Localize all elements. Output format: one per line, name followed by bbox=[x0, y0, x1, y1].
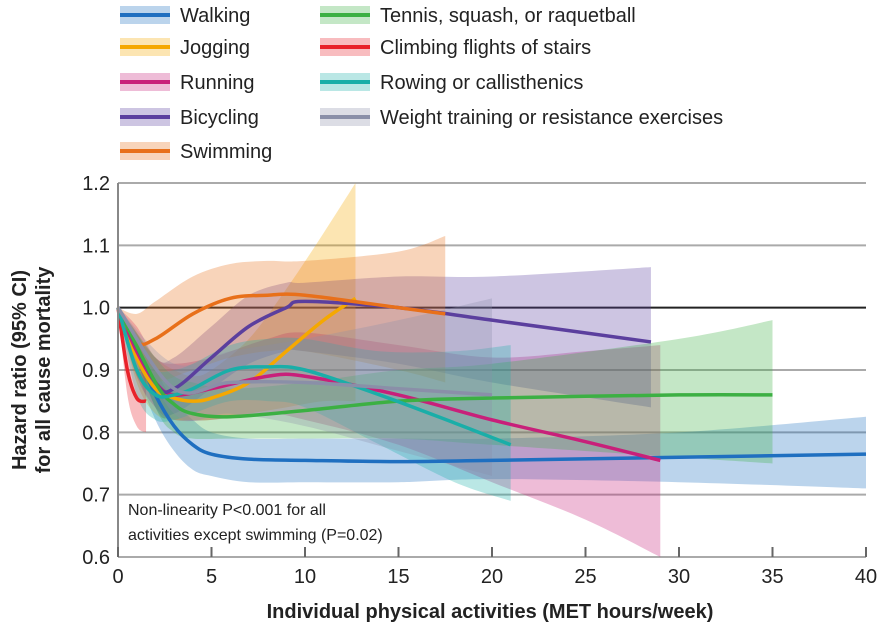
x-tick-label: 10 bbox=[294, 566, 316, 588]
legend-label: Rowing or callisthenics bbox=[380, 72, 583, 94]
series-line bbox=[116, 307, 147, 404]
legend-label: Running bbox=[180, 72, 255, 94]
y-axis-title-line-2: for all cause mortality bbox=[33, 266, 55, 474]
series-line bbox=[116, 296, 357, 403]
y-tick-label: 0.7 bbox=[82, 485, 110, 507]
series-lines bbox=[116, 292, 867, 464]
gridlines bbox=[118, 182, 866, 558]
annotation-line-2: activities except swimming (P=0.02) bbox=[128, 527, 383, 544]
legend-label: Climbing flights of stairs bbox=[380, 37, 591, 59]
x-tick-label: 40 bbox=[855, 566, 877, 588]
x-tick-label: 15 bbox=[387, 566, 409, 588]
series-line bbox=[116, 307, 512, 447]
series-line bbox=[116, 306, 773, 419]
legend-label: Weight training or resistance exercises bbox=[380, 107, 723, 129]
x-tick-label: 20 bbox=[481, 566, 503, 588]
series-line bbox=[116, 306, 493, 397]
legend-label: Swimming bbox=[180, 141, 272, 163]
series-line bbox=[116, 299, 652, 394]
ci-band bbox=[118, 307, 773, 464]
y-axis-title-line-1: Hazard ratio (95% CI) bbox=[9, 270, 31, 470]
ci-band bbox=[118, 307, 866, 489]
x-tick-label: 30 bbox=[668, 566, 690, 588]
legend-label: Walking bbox=[180, 5, 250, 27]
x-tick-label: 35 bbox=[761, 566, 783, 588]
annotation-line-1: Non-linearity P<0.001 for all bbox=[128, 502, 326, 519]
x-tick-label: 0 bbox=[112, 566, 123, 588]
x-tick-label: 5 bbox=[206, 566, 217, 588]
legend-label: Bicycling bbox=[180, 107, 259, 129]
y-tick-label: 1.0 bbox=[82, 298, 110, 320]
y-tick-label: 1.1 bbox=[82, 235, 110, 257]
y-tick-label: 0.8 bbox=[82, 422, 110, 444]
ci-band bbox=[118, 267, 651, 419]
x-tick-label: 25 bbox=[574, 566, 596, 588]
ci-band bbox=[118, 307, 511, 501]
legend-label: Tennis, squash, or raquetball bbox=[380, 5, 636, 27]
axes: 0.6 0.7 0.8 0.9 1.0 1.1 1.2 0 5 10 15 20 25 30 35 40 bbox=[82, 173, 877, 588]
ci-band bbox=[118, 307, 661, 557]
legend: Walking Jogging Running Bicycling Swimming Te… bbox=[120, 5, 723, 163]
y-tick-label: 1.2 bbox=[82, 173, 110, 195]
x-axis-title: Individual physical activities (MET hour… bbox=[267, 601, 714, 623]
series-line bbox=[116, 292, 446, 347]
y-tick-label: 0.9 bbox=[82, 360, 110, 382]
confidence-bands bbox=[118, 183, 866, 557]
ci-band bbox=[118, 183, 356, 421]
ci-band bbox=[118, 298, 492, 476]
legend-label: Jogging bbox=[180, 37, 250, 59]
y-tick-label: 0.6 bbox=[82, 547, 110, 569]
